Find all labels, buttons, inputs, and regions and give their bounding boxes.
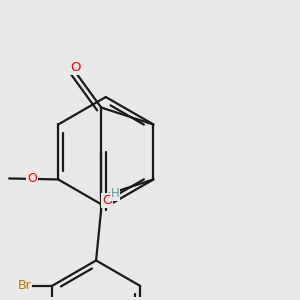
Text: O: O <box>102 194 112 207</box>
Text: H: H <box>110 188 119 200</box>
Text: O: O <box>27 172 37 185</box>
Text: O: O <box>70 61 80 74</box>
Text: Br: Br <box>17 280 31 292</box>
